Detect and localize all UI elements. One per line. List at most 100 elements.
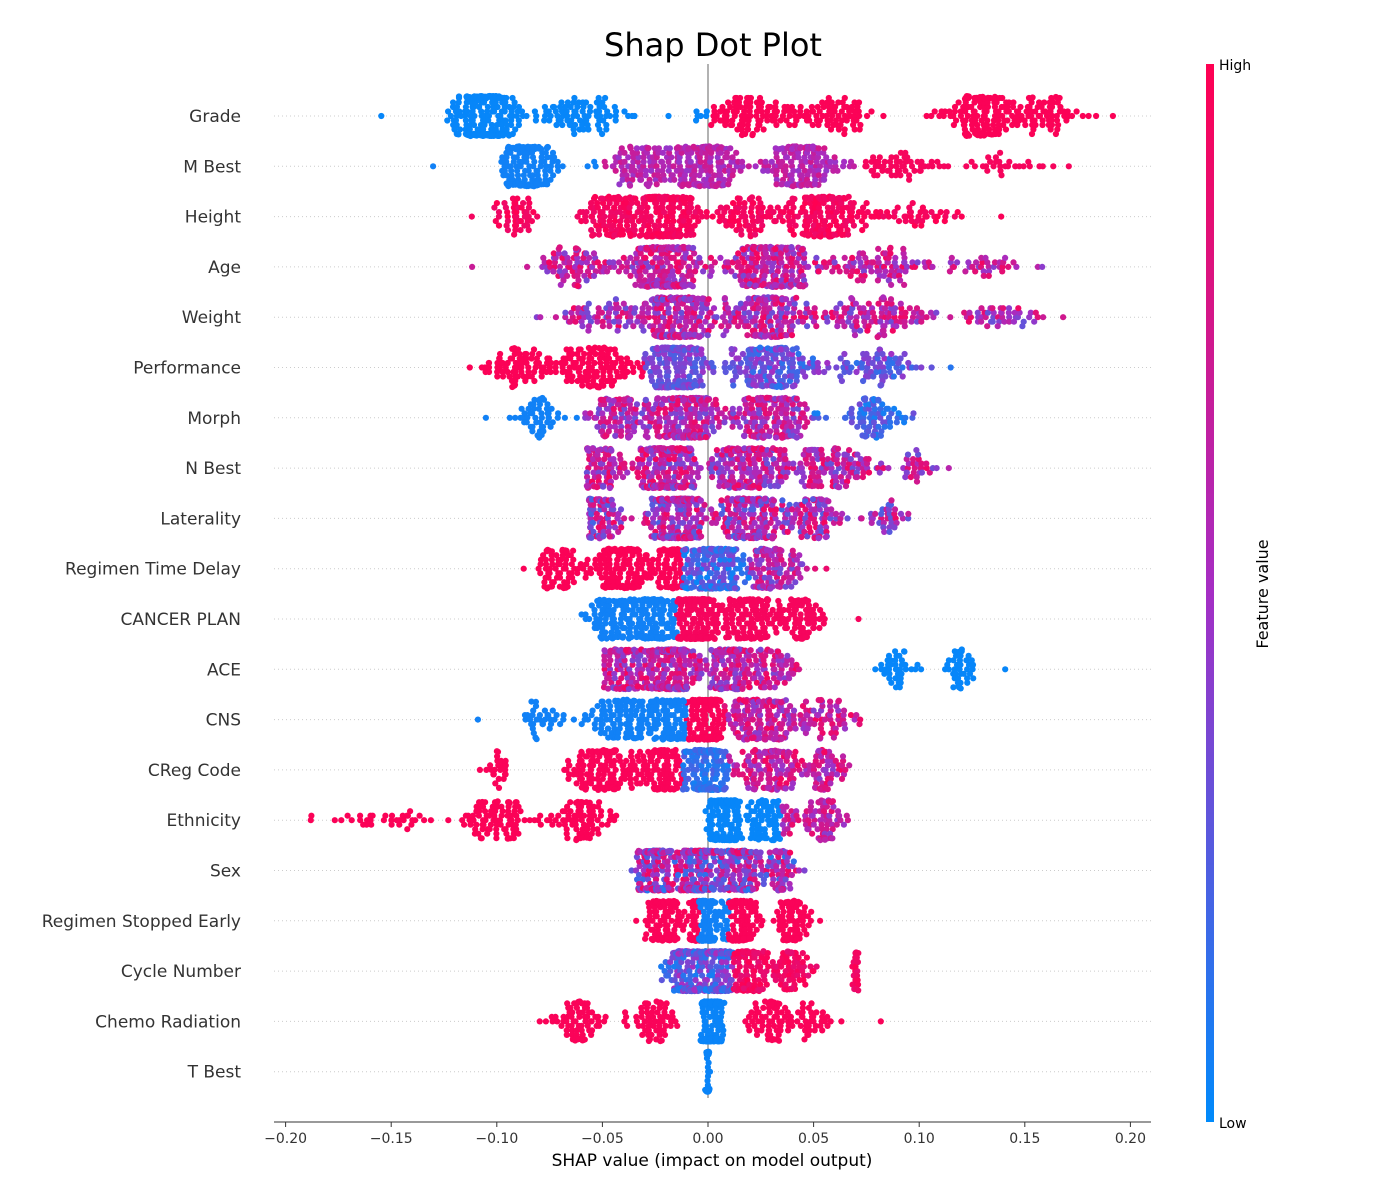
shap-point (895, 218, 903, 225)
shap-point (815, 154, 822, 161)
shap-point (627, 432, 634, 439)
shap-point (968, 103, 975, 111)
shap-point (583, 277, 590, 284)
shap-point (788, 244, 795, 251)
shap-point (874, 333, 881, 341)
shap-point (642, 397, 649, 404)
shap-point (767, 428, 774, 435)
shap-point (508, 167, 515, 174)
shap-point (848, 419, 855, 426)
shap-point (678, 149, 685, 156)
shap-point (800, 283, 807, 290)
shap-point (470, 121, 478, 129)
shap-point (1073, 108, 1080, 115)
shap-point (943, 209, 950, 216)
shap-point (655, 145, 663, 152)
shap-point (1026, 163, 1033, 170)
shap-point (588, 346, 595, 353)
shap-point (643, 167, 650, 174)
shap-point (1006, 158, 1013, 165)
shap-point (902, 414, 909, 421)
shap-point (536, 434, 543, 441)
shap-point (752, 163, 759, 170)
shap-point (823, 154, 830, 161)
shap-point (455, 131, 462, 138)
shap-point (1032, 108, 1039, 115)
shap-point (514, 145, 521, 152)
shap-point (541, 158, 548, 165)
shap-point (497, 350, 504, 358)
shap-point (919, 204, 927, 211)
shap-point (827, 117, 834, 124)
shap-point (591, 158, 598, 165)
shap-point (603, 121, 610, 129)
shap-point (1005, 263, 1012, 270)
shap-point (647, 213, 654, 220)
shap-point (703, 181, 711, 188)
shap-point (697, 209, 704, 216)
shap-point (515, 117, 522, 124)
shap-point (528, 218, 536, 225)
shap-point (962, 268, 969, 275)
shap-point (513, 154, 520, 161)
shap-point (508, 117, 515, 124)
shap-point (525, 195, 532, 202)
shap-point (612, 112, 619, 120)
shap-point (710, 428, 717, 435)
shap-point (728, 346, 735, 353)
shap-point (596, 231, 603, 238)
shap-point (831, 154, 838, 161)
shap-point (850, 222, 858, 229)
shap-point (854, 268, 861, 275)
shap-point (984, 99, 991, 106)
shap-point (655, 149, 662, 156)
shap-point (601, 158, 608, 165)
shap-point (848, 364, 855, 371)
shap-point (615, 259, 623, 266)
shap-point (918, 318, 925, 325)
shap-point (913, 305, 921, 312)
shap-point (627, 143, 634, 150)
shap-point (572, 121, 579, 129)
shap-point (829, 268, 836, 275)
shap-point (1002, 254, 1009, 261)
shap-point (797, 108, 804, 115)
shap-point (554, 158, 561, 165)
shap-point (815, 167, 822, 174)
shap-point (895, 410, 902, 417)
shap-point (447, 112, 454, 120)
shap-point (582, 218, 589, 225)
shap-point (566, 259, 573, 266)
shap-point (567, 103, 574, 111)
shap-point (802, 373, 809, 380)
shap-point (852, 300, 860, 307)
shap-point (971, 108, 978, 115)
shap-point (640, 327, 647, 334)
shap-point (637, 172, 645, 179)
shap-point (761, 280, 768, 287)
shap-point (1017, 103, 1024, 111)
shap-point (1048, 117, 1055, 124)
shap-point (748, 194, 756, 201)
shap-point (757, 200, 764, 207)
shap-point (902, 167, 909, 174)
shap-point (640, 158, 647, 165)
shap-point (901, 350, 908, 358)
shap-point (765, 163, 772, 170)
shap-point (758, 108, 765, 115)
shap-point (627, 230, 634, 237)
shap-point (807, 167, 814, 174)
shap-point (568, 377, 575, 385)
shap-point (692, 268, 699, 275)
shap-point (554, 163, 561, 170)
shap-point (574, 213, 581, 220)
shap-point (493, 200, 500, 207)
shap-point (538, 373, 545, 380)
shap-point (772, 245, 779, 253)
shap-point (1036, 112, 1043, 120)
shap-point (690, 176, 697, 183)
shap-point (805, 263, 812, 270)
shap-point (851, 126, 858, 133)
shap-point (453, 121, 460, 129)
